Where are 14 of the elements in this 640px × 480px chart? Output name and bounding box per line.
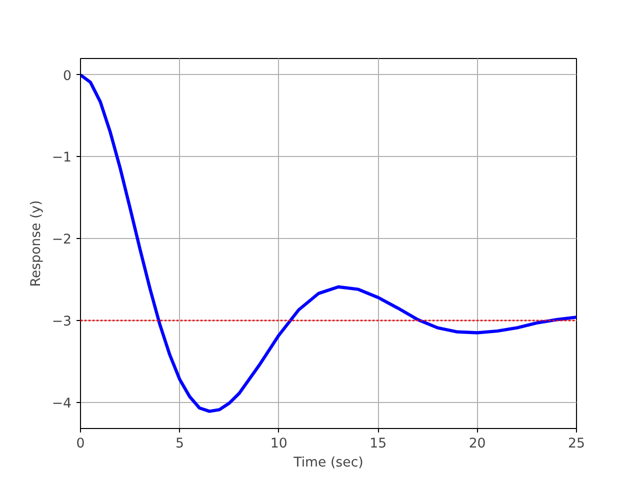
- x-tick-label: 15: [370, 436, 387, 452]
- x-tick-label: 0: [76, 436, 85, 452]
- y-tick-label: 0: [63, 68, 72, 84]
- y-tick-label: −4: [52, 396, 72, 412]
- x-axis-title: Time (sec): [292, 456, 364, 470]
- y-tick-label: −2: [52, 232, 72, 248]
- x-tick-label: 5: [175, 436, 184, 452]
- x-tick-label: 20: [468, 436, 486, 452]
- x-tick-label: 10: [270, 436, 288, 452]
- y-tick-label: −3: [52, 314, 72, 330]
- line-series: [80, 73, 576, 413]
- y-tick-label: −1: [52, 150, 72, 166]
- x-tick-label: 25: [568, 436, 585, 452]
- y-axis-title: Response (y): [28, 200, 44, 287]
